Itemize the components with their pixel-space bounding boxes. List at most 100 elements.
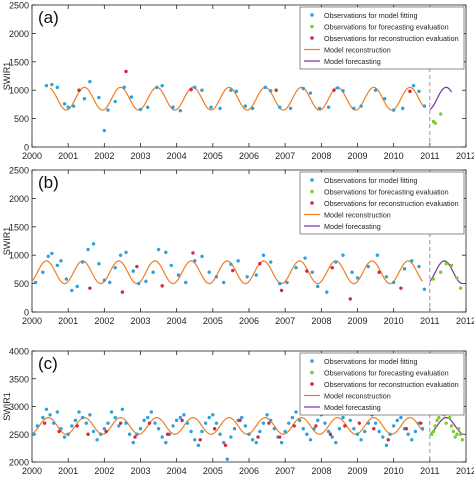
fitting-point [373, 421, 378, 425]
fitting-point [359, 104, 363, 108]
evaluation-point [457, 427, 461, 431]
fitting-point [164, 250, 168, 255]
evaluation-point [455, 432, 459, 436]
legend: Observations for model fitting Observatio… [299, 352, 465, 416]
reconstruction-eval-point [238, 418, 242, 423]
legend-box [299, 171, 465, 235]
fitting-point [330, 435, 334, 439]
evaluation-point [437, 415, 441, 420]
fitting-point [348, 418, 352, 423]
y-tick-label: 500 [14, 114, 29, 124]
fitting-point [382, 97, 387, 101]
legend-evaluation-marker [310, 370, 314, 375]
fitting-point [305, 432, 309, 436]
fitting-point [171, 105, 175, 109]
reconstruction-eval-point [372, 427, 376, 431]
x-tick-label: 2007 [275, 466, 295, 476]
reconstruction-eval-point [357, 421, 362, 425]
fitting-point [422, 104, 427, 108]
reconstruction-eval-point [408, 89, 412, 94]
fitting-point [164, 440, 168, 445]
fitting-point [124, 421, 128, 425]
legend-evaluation-label: Observations for forecasting evaluation [324, 23, 449, 32]
fitting-point [203, 421, 208, 425]
fitting-point [229, 88, 233, 92]
legend-reconstruction-label: Model reconstruction [324, 211, 391, 220]
legend-box [299, 352, 465, 416]
evaluation-point [433, 424, 437, 428]
panel-label: (c) [38, 354, 58, 373]
fitting-point [312, 427, 316, 431]
fitting-point [160, 435, 164, 439]
fitting-point [391, 280, 396, 285]
reconstruction-eval-point [328, 432, 333, 436]
fitting-point [243, 104, 248, 108]
fitting-point [225, 457, 229, 461]
reconstruction-eval-point [330, 265, 334, 270]
fitting-point [287, 421, 291, 425]
x-tick-label: 2012 [456, 151, 474, 161]
fitting-point [317, 106, 322, 111]
reconstruction-eval-point [256, 435, 260, 439]
fitting-point [234, 89, 239, 94]
fitting-point [196, 443, 201, 448]
fitting-point [250, 438, 255, 442]
panel-label: (b) [38, 173, 59, 192]
fitting-point [363, 429, 367, 434]
fitting-point [325, 290, 329, 294]
evaluation-point [451, 429, 456, 434]
fitting-point [131, 440, 135, 445]
x-tick-label: 2004 [167, 151, 187, 161]
y-tick-label: 2500 [9, 430, 29, 440]
fitting-point [171, 424, 175, 428]
fitting-point [185, 421, 190, 425]
y-tick-label: 0 [24, 143, 29, 153]
fitting-point [335, 86, 340, 90]
legend-fitting-marker [310, 359, 314, 363]
evaluation-point [444, 262, 448, 266]
reconstruction-eval-point [104, 429, 108, 434]
fitting-point [127, 432, 132, 436]
fitting-point [84, 421, 88, 425]
fitting-point [66, 432, 70, 436]
x-tick-label: 2011 [420, 151, 439, 161]
fitting-point [102, 278, 107, 282]
reconstruction-eval-point [133, 435, 137, 439]
reconstruction-eval-point [160, 284, 164, 288]
fitting-point [91, 429, 96, 434]
legend-evaluation-label: Observations for forecasting evaluation [324, 369, 449, 378]
legend-fitting-marker [310, 178, 314, 182]
reconstruction-eval-point [124, 69, 128, 74]
reconstruction-eval-point [212, 427, 217, 431]
fitting-point [341, 253, 345, 257]
fitting-point [384, 443, 389, 448]
reconstruction-eval-point [120, 290, 125, 294]
fitting-point [189, 429, 193, 434]
x-tick-label: 2009 [347, 316, 367, 326]
model-reconstruction-line [31, 260, 424, 285]
fitting-point [366, 421, 371, 425]
fitting-point [149, 410, 154, 414]
fitting-point [406, 432, 410, 436]
fitting-point [146, 105, 150, 109]
fitting-point [411, 83, 416, 88]
fitting-point [178, 415, 182, 420]
legend-forecasting-label: Model forecasting [324, 222, 381, 231]
reconstruction-eval-point [419, 421, 423, 425]
fitting-point [352, 106, 356, 111]
evaluation-point [433, 121, 437, 125]
fitting-point [377, 429, 381, 434]
legend-fitting-label: Observations for model fitting [324, 11, 417, 20]
legend-box [299, 6, 465, 70]
x-tick-label: 2009 [347, 466, 367, 476]
y-tick-label: 1500 [9, 222, 29, 232]
x-tick-label: 2004 [167, 466, 187, 476]
y-tick-label: 0 [24, 308, 29, 318]
fitting-point [352, 427, 356, 431]
evaluation-point [429, 432, 434, 436]
fitting-point [326, 105, 331, 109]
fitting-point [359, 438, 363, 442]
evaluation-point [438, 270, 443, 274]
fitting-point [303, 256, 307, 260]
fitting-point [118, 253, 123, 257]
